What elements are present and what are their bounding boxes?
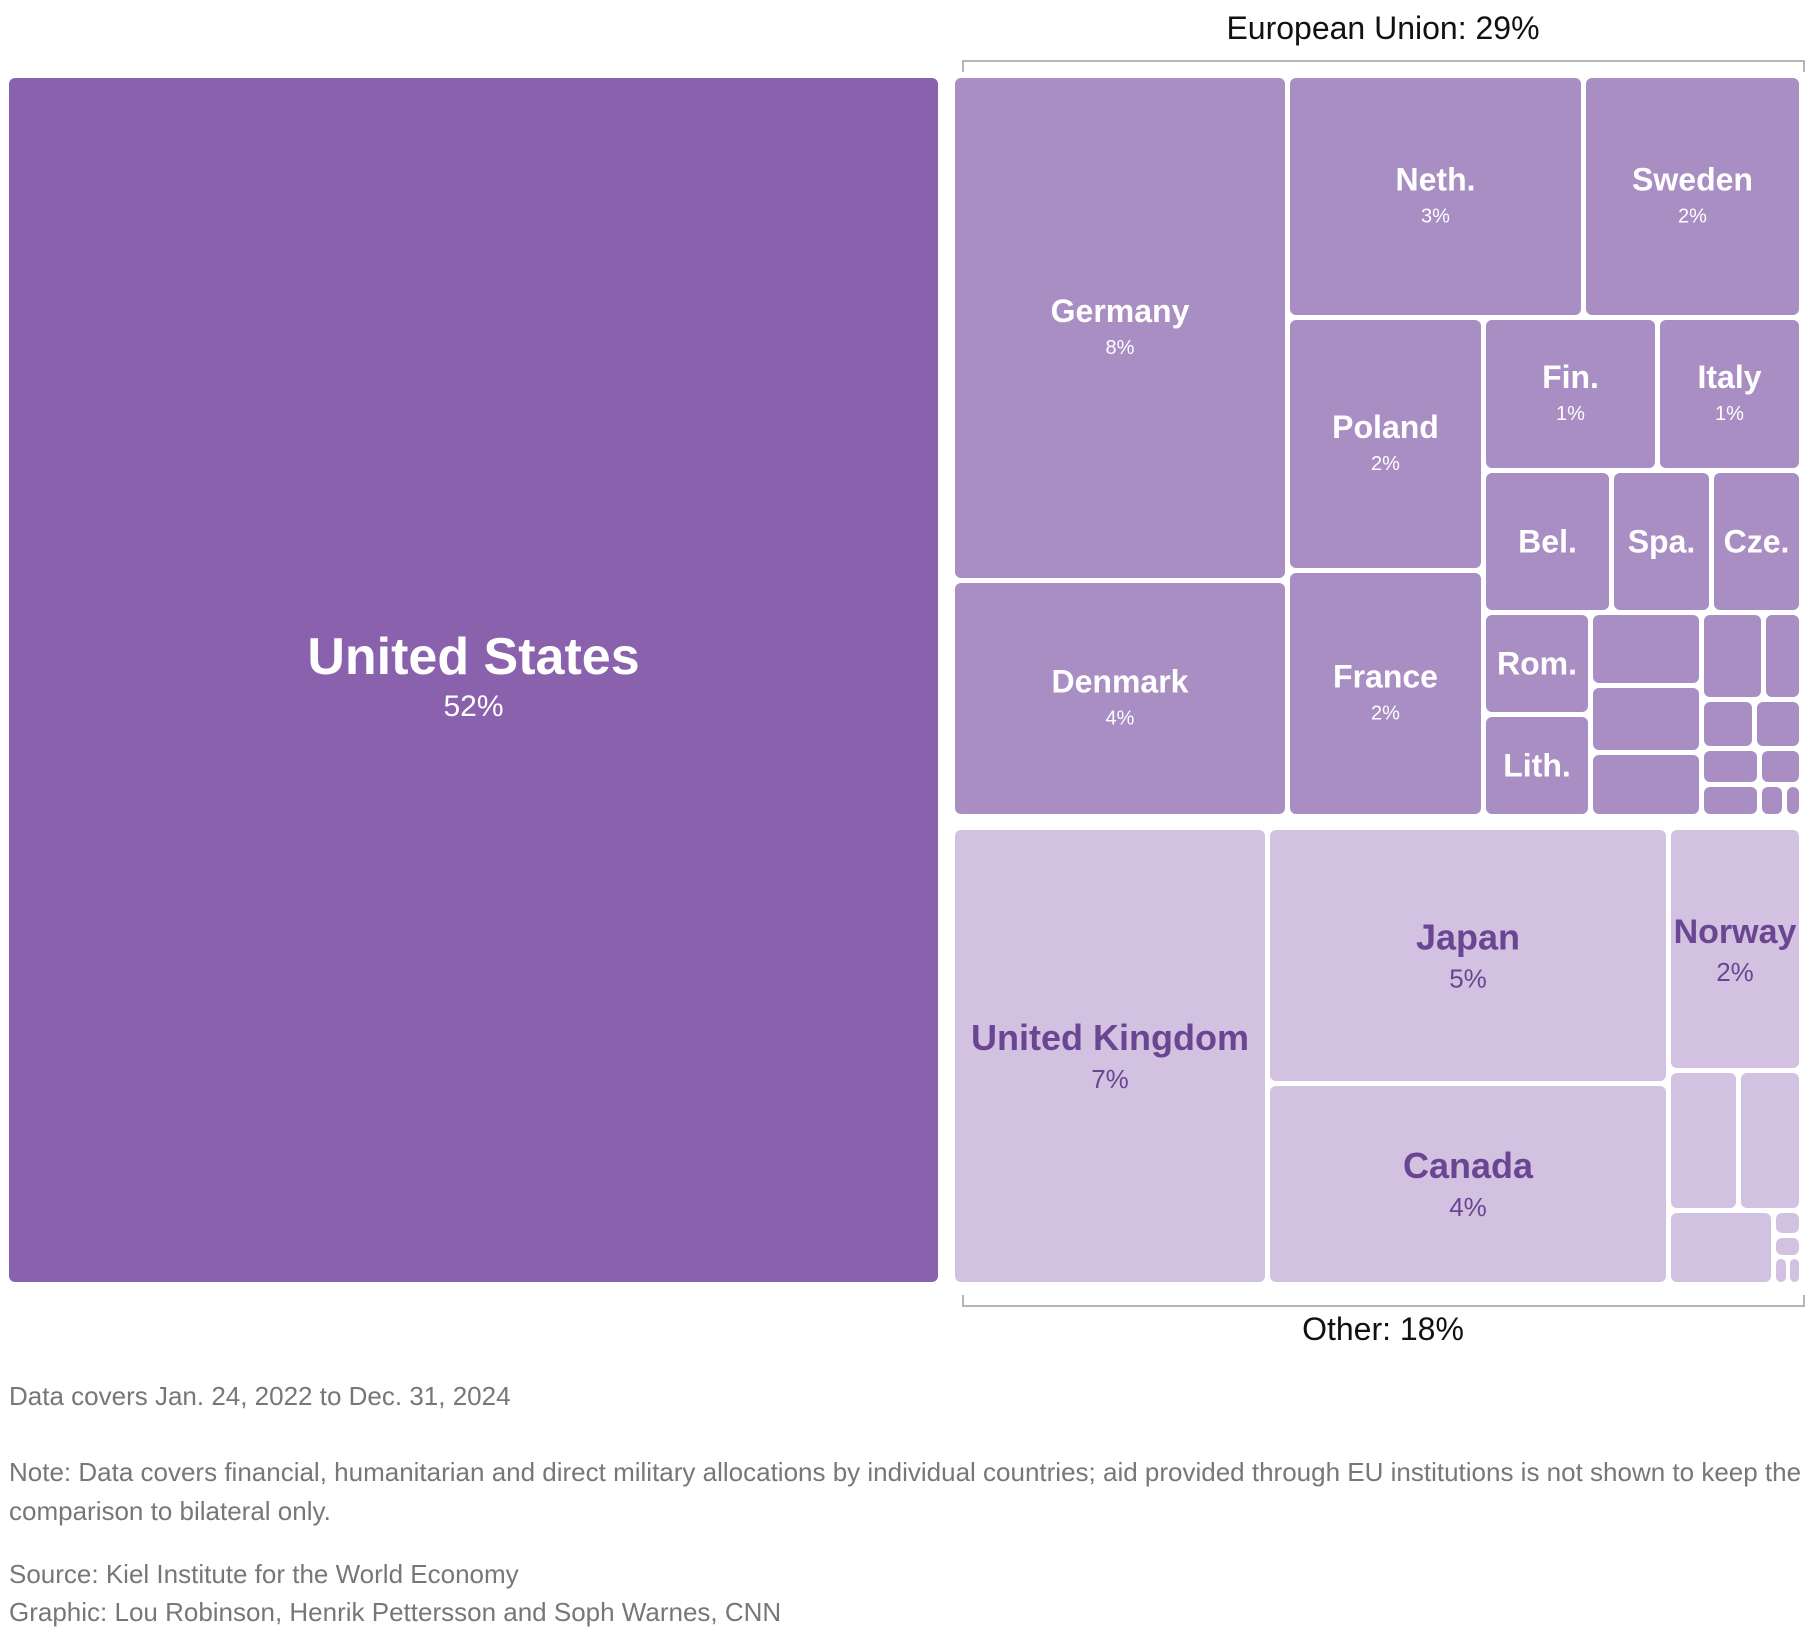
cell-japan: [1270, 830, 1666, 1081]
cell-ot_s6: [1776, 1259, 1786, 1282]
cell-us: [9, 78, 938, 1282]
cell-label-poland: Poland: [1332, 409, 1439, 445]
cell-label-denmark: Denmark: [1052, 664, 1189, 700]
cell-uk: [955, 830, 1265, 1282]
cell-value-norway: 2%: [1716, 957, 1754, 987]
cell-value-denmark: 4%: [1106, 708, 1135, 730]
cell-lith: [1486, 717, 1588, 814]
cell-label-neth: Neth.: [1396, 162, 1476, 198]
cell-sweden: [1586, 78, 1799, 315]
cell-label-cze: Cze.: [1724, 524, 1790, 560]
cell-value-us: 52%: [443, 690, 503, 723]
cell-canada: [1270, 1086, 1666, 1282]
cell-label-germany: Germany: [1051, 293, 1190, 329]
cell-label-france: France: [1333, 659, 1438, 695]
cell-bel: [1486, 473, 1609, 610]
cell-value-sweden: 2%: [1678, 206, 1707, 228]
cell-value-uk: 7%: [1091, 1064, 1129, 1094]
cell-eu_s12: [1787, 787, 1799, 814]
cell-value-poland: 2%: [1371, 453, 1400, 475]
cell-value-neth: 3%: [1421, 206, 1450, 228]
eu-bracket: European Union: 29%: [962, 10, 1805, 72]
cell-rom: [1486, 615, 1588, 712]
cell-ot_s3: [1671, 1213, 1771, 1282]
treemap-cells: United States 52% Germany 8% Denmark 4% Neth. 3…: [9, 78, 1799, 1282]
cell-value-france: 2%: [1371, 703, 1400, 725]
cell-neth: [1290, 78, 1581, 315]
cell-ot_s7: [1790, 1259, 1799, 1282]
cell-italy: [1660, 320, 1799, 468]
cell-value-canada: 4%: [1449, 1192, 1487, 1222]
eu-group-label: European Union: 29%: [1226, 10, 1539, 46]
cell-germany: [955, 78, 1285, 578]
cell-france: [1290, 573, 1481, 814]
footer-date-range: Data covers Jan. 24, 2022 to Dec. 31, 20…: [9, 1381, 511, 1411]
cell-eu_s8: [1704, 751, 1757, 782]
cell-poland: [1290, 320, 1481, 568]
other-group-label: Other: 18%: [1302, 1311, 1464, 1347]
cell-eu_s7: [1757, 702, 1799, 746]
cell-value-fin: 1%: [1556, 403, 1585, 425]
cell-eu_s9: [1762, 751, 1799, 782]
cell-ot_s1: [1671, 1073, 1736, 1208]
cell-label-norway: Norway: [1674, 913, 1797, 951]
cell-eu_s10: [1704, 787, 1757, 814]
cell-ot_s4: [1776, 1213, 1799, 1233]
cell-ot_s2: [1741, 1073, 1799, 1208]
other-bracket: Other: 18%: [962, 1295, 1805, 1347]
cell-fin: [1486, 320, 1655, 468]
cell-eu_s4: [1704, 615, 1761, 697]
cell-label-uk: United Kingdom: [971, 1017, 1249, 1058]
cell-eu_s5: [1766, 615, 1799, 697]
cell-spa: [1614, 473, 1709, 610]
footer-credit: Graphic: Lou Robinson, Henrik Pettersson…: [9, 1597, 782, 1627]
cell-label-us: United States: [307, 628, 639, 686]
cell-eu_s3: [1593, 755, 1699, 814]
cell-value-italy: 1%: [1715, 403, 1744, 425]
cell-label-canada: Canada: [1403, 1145, 1534, 1186]
cell-label-italy: Italy: [1697, 359, 1761, 395]
cell-denmark: [955, 583, 1285, 814]
cell-label-lith: Lith.: [1503, 748, 1571, 784]
treemap-chart: European Union: 29% Other: 18% United St…: [9, 10, 1805, 1347]
footer-source: Source: Kiel Institute for the World Eco…: [9, 1559, 519, 1589]
cell-label-sweden: Sweden: [1632, 162, 1753, 198]
cell-cze: [1714, 473, 1799, 610]
cell-eu_s2: [1593, 688, 1699, 750]
cell-label-rom: Rom.: [1497, 646, 1577, 682]
cell-eu_s6: [1704, 702, 1752, 746]
cell-value-japan: 5%: [1449, 964, 1487, 994]
cell-label-spa: Spa.: [1628, 524, 1696, 560]
cell-label-japan: Japan: [1416, 917, 1520, 958]
cell-label-fin: Fin.: [1542, 359, 1599, 395]
cell-label-bel: Bel.: [1518, 524, 1577, 560]
footer-note: Note: Data covers financial, humanitaria…: [9, 1457, 1802, 1526]
cell-value-germany: 8%: [1106, 337, 1135, 359]
cell-eu_s11: [1762, 787, 1782, 814]
cell-ot_s5: [1776, 1238, 1799, 1255]
cell-eu_s1: [1593, 615, 1699, 683]
cell-norway: [1671, 830, 1799, 1068]
